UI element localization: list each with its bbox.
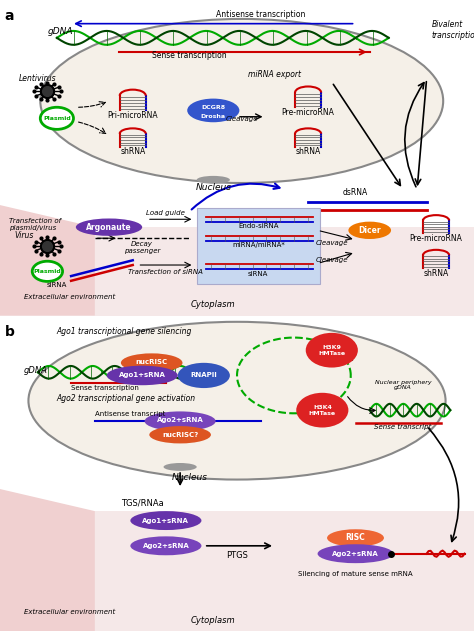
Text: Dicer: Dicer (358, 226, 381, 235)
Text: Antisense transcript: Antisense transcript (95, 411, 165, 418)
Text: nucRISC?: nucRISC? (162, 432, 198, 438)
Ellipse shape (164, 463, 197, 471)
Text: TGS/RNAa: TGS/RNAa (121, 498, 164, 507)
Text: Nuclear periphery
gDNA: Nuclear periphery gDNA (374, 379, 431, 391)
Text: PTGS: PTGS (226, 550, 248, 560)
Ellipse shape (348, 221, 391, 239)
Text: DCGR8: DCGR8 (201, 105, 225, 110)
Ellipse shape (327, 529, 384, 546)
Circle shape (32, 261, 63, 281)
Polygon shape (0, 489, 95, 631)
Text: H3K4
HMTase: H3K4 HMTase (309, 404, 336, 416)
Text: nucRISC: nucRISC (136, 359, 168, 365)
Text: Transfection of
plasmid/virus: Transfection of plasmid/virus (9, 218, 62, 231)
Text: siRNA: siRNA (47, 283, 67, 288)
Text: Endo-siRNA: Endo-siRNA (238, 223, 279, 230)
Text: Extracellular environment: Extracellular environment (24, 609, 115, 615)
Text: H3K9
HMTase: H3K9 HMTase (318, 345, 346, 356)
Text: Sense transcript: Sense transcript (374, 424, 432, 430)
Text: siRNA: siRNA (248, 271, 268, 277)
Text: Pre-microRNA: Pre-microRNA (410, 234, 463, 243)
Text: Cleavage: Cleavage (316, 240, 348, 245)
FancyBboxPatch shape (0, 0, 474, 316)
Text: Ago1 transcriptional gene silencing: Ago1 transcriptional gene silencing (57, 327, 192, 336)
Text: Cytoplasm: Cytoplasm (191, 616, 236, 625)
Text: Antisense transcription: Antisense transcription (216, 10, 305, 20)
Text: shRNA: shRNA (120, 147, 146, 156)
Text: Cleavage: Cleavage (226, 117, 258, 122)
Text: gDNA: gDNA (47, 27, 73, 36)
Circle shape (40, 107, 73, 129)
Text: Pre-microRNA: Pre-microRNA (282, 108, 335, 117)
Text: shRNA: shRNA (423, 269, 449, 278)
Ellipse shape (28, 322, 446, 480)
Text: Lentivirus: Lentivirus (19, 74, 56, 83)
Text: Sense transcription: Sense transcription (152, 50, 227, 60)
Text: Ago2+sRNA: Ago2+sRNA (143, 543, 189, 549)
FancyBboxPatch shape (0, 227, 474, 316)
Text: shRNA: shRNA (295, 147, 321, 156)
FancyBboxPatch shape (0, 511, 474, 631)
Ellipse shape (149, 426, 211, 444)
Text: Plasmid: Plasmid (34, 269, 61, 274)
Text: Nucleus: Nucleus (172, 473, 208, 483)
Text: Load guide: Load guide (146, 210, 185, 216)
Text: Decay
passenger: Decay passenger (124, 241, 160, 254)
Text: Ago1+sRNA: Ago1+sRNA (143, 517, 189, 524)
Ellipse shape (121, 353, 182, 372)
Ellipse shape (187, 98, 239, 122)
Ellipse shape (145, 411, 216, 431)
Ellipse shape (178, 363, 230, 388)
Text: RISC: RISC (346, 533, 365, 543)
Text: a: a (5, 9, 14, 23)
Text: Pri-microRNA: Pri-microRNA (108, 111, 158, 120)
Text: Silencing of mature sense mRNA: Silencing of mature sense mRNA (298, 571, 413, 577)
Ellipse shape (197, 176, 230, 184)
Text: Bivalent
transcription: Bivalent transcription (431, 20, 474, 40)
Ellipse shape (40, 19, 443, 183)
FancyBboxPatch shape (197, 208, 320, 284)
Text: Cleavage: Cleavage (316, 257, 348, 263)
Ellipse shape (130, 536, 201, 555)
Polygon shape (0, 205, 95, 316)
Text: miRNA export: miRNA export (248, 70, 301, 80)
Text: Nucleus: Nucleus (195, 183, 231, 192)
Text: Sense transcription: Sense transcription (71, 385, 139, 391)
Text: Cytoplasm: Cytoplasm (191, 300, 236, 309)
Text: Plasmid: Plasmid (43, 116, 71, 121)
Text: Ago2 transcriptional gene activation: Ago2 transcriptional gene activation (57, 394, 196, 403)
Text: Extracellular environment: Extracellular environment (24, 293, 115, 300)
Circle shape (296, 392, 348, 428)
Text: Virus: Virus (14, 230, 34, 240)
Ellipse shape (318, 544, 393, 563)
Ellipse shape (130, 511, 201, 530)
Circle shape (306, 333, 358, 367)
Text: Ago2+sRNA: Ago2+sRNA (332, 551, 379, 557)
Text: RNAPII: RNAPII (191, 372, 217, 379)
Text: Drosha: Drosha (201, 114, 226, 119)
Text: gDNA: gDNA (24, 366, 47, 375)
Text: miRNA/miRNA*: miRNA/miRNA* (232, 242, 285, 249)
FancyBboxPatch shape (0, 316, 474, 631)
Text: Ago2+sRNA: Ago2+sRNA (157, 417, 203, 423)
Ellipse shape (107, 365, 178, 385)
Text: Argonaute: Argonaute (86, 223, 132, 232)
Text: dsRNA: dsRNA (343, 188, 368, 197)
Ellipse shape (76, 218, 142, 236)
Text: Ago1+sRNA: Ago1+sRNA (119, 372, 165, 379)
Text: Transfection of siRNA: Transfection of siRNA (128, 269, 203, 275)
Text: b: b (5, 325, 15, 339)
